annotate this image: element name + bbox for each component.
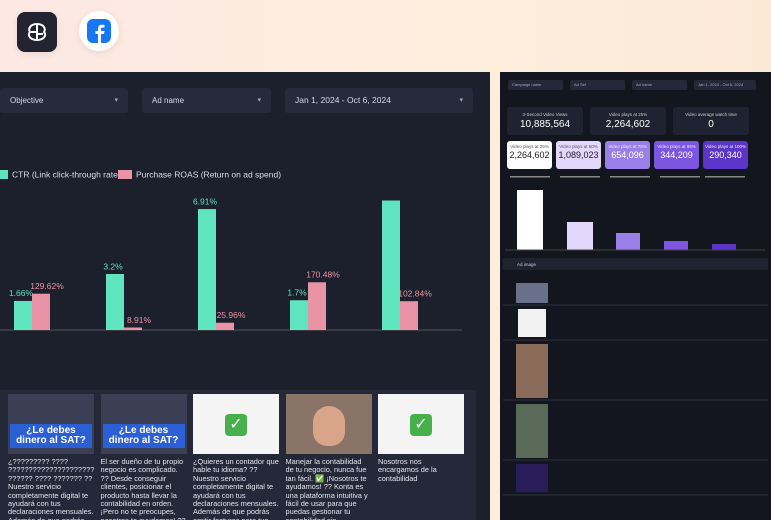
ad-card: ✓ ¿Quieres un contador que hable tu idiom… xyxy=(193,394,279,520)
value-label: 6.91% xyxy=(193,196,218,206)
table-header: Ad image xyxy=(517,262,537,267)
value-label: 3.2% xyxy=(103,261,123,271)
kpi-label: Video plays at 25% xyxy=(608,112,648,117)
kpi-card: Video plays at 100% 290,340 xyxy=(703,141,748,169)
kpi-card: 3-Second Video Views 10,885,564 xyxy=(507,107,583,135)
bar xyxy=(290,300,308,330)
kpi-value: 0 xyxy=(708,119,714,130)
kpi-label: Video plays at 95% xyxy=(657,144,696,149)
ad-card: ¿Le debes dinero al SAT? El ser dueño de … xyxy=(100,394,187,520)
bar xyxy=(124,327,142,330)
table xyxy=(503,258,768,496)
kpi-card: Video plays at 25% 2,264,602 xyxy=(507,141,552,169)
kpi-value: 290,340 xyxy=(709,150,742,160)
kpi-value: 2,264,602 xyxy=(605,119,651,130)
kpi-value: 344,209 xyxy=(660,150,693,160)
kpi-label: 3-Second Video Views xyxy=(522,112,568,117)
bar xyxy=(400,301,418,330)
right-details: Ad image xyxy=(503,176,768,496)
mini-bars xyxy=(505,190,765,251)
thumbnail-text: ¿Le debes dinero al SAT? xyxy=(10,424,92,448)
value-label: 1.7% xyxy=(287,288,307,298)
kpi-label: Video average watch time xyxy=(685,112,737,117)
kpi-value: 2,264,602 xyxy=(509,150,550,160)
kpi-value: 1,089,023 xyxy=(558,150,599,160)
kpi-card: Video plays at 95% 344,209 xyxy=(654,141,699,169)
bar-chart: CTR (Link click-through rate) 1.66% 3.2% 6.… xyxy=(0,169,462,331)
filter[interactable]: Jan 1, 2024 - Oct 6, 2024 xyxy=(694,80,756,90)
legend-label: Purchase ROAS (Return on ad spend) xyxy=(136,169,281,179)
kpi-card: Video plays at 50% 1,089,023 xyxy=(556,141,601,169)
bar xyxy=(198,209,216,330)
filter[interactable]: Jan 1, 2024 - Oct 6, 2024 xyxy=(285,88,473,113)
filter[interactable]: Campaign name xyxy=(508,80,563,90)
value-label: 1.66% xyxy=(9,288,34,298)
thumbnail-text: ¿Le debes dinero al SAT? xyxy=(102,424,185,448)
kpi-label: Video plays at 50% xyxy=(559,144,598,149)
ad-text: Nosotros nos encargamos de la contabilid… xyxy=(378,458,437,483)
value-label: 25.96% xyxy=(217,310,246,320)
kpi-value: 10,885,564 xyxy=(519,119,571,130)
bar xyxy=(308,282,326,330)
ad-text: ¿Quieres un contador que hable tu idioma… xyxy=(193,458,279,520)
value-label: 170.48% xyxy=(306,270,340,280)
filter[interactable]: Ad name xyxy=(142,88,271,113)
brain-icon[interactable] xyxy=(17,12,57,52)
bar xyxy=(216,322,234,330)
value-label: 129.62% xyxy=(30,281,64,291)
filter[interactable]: Objective xyxy=(0,88,128,113)
ad-thumbnail: ✓ xyxy=(193,394,279,454)
bar xyxy=(32,293,50,330)
face xyxy=(312,406,345,446)
filter[interactable]: Ad Set xyxy=(570,80,625,90)
ad-thumbnail: ✓ xyxy=(378,394,464,454)
ad-text: ¿????????? ???? ????????????????????? ??… xyxy=(8,458,94,520)
bar xyxy=(14,300,32,330)
bar xyxy=(382,200,400,330)
kpi-card: Video plays at 75% 654,096 xyxy=(605,141,650,169)
filter[interactable]: Ad name xyxy=(632,80,687,90)
legend-swatch xyxy=(118,170,132,179)
facebook-glyph xyxy=(87,19,111,43)
check-icon: ✓ xyxy=(225,414,247,436)
ad-thumbnail xyxy=(285,394,372,454)
kpi-card: Video plays at 25% 2,264,602 xyxy=(590,107,666,135)
kpi-card: Video average watch time 0 xyxy=(673,107,749,135)
ad-card: ¿Le debes dinero al SAT? ¿????????? ???? … xyxy=(8,394,94,520)
kpi-value: 654,096 xyxy=(611,150,644,160)
bar xyxy=(106,274,124,330)
legend-swatch xyxy=(0,170,8,179)
kpi-label: Video plays at 25% xyxy=(510,144,549,149)
brain-glyph xyxy=(27,22,47,42)
kpi-label: Video plays at 100% xyxy=(705,144,746,149)
ad-card: Manejar la contabilidad de tu negocio, n… xyxy=(285,394,372,520)
value-label: 8.91% xyxy=(127,315,152,325)
value-label: 102.84% xyxy=(398,288,432,298)
ad-thumbnail: ¿Le debes dinero al SAT? xyxy=(100,394,187,454)
ad-thumbnail: ¿Le debes dinero al SAT? xyxy=(8,394,94,454)
facebook-icon[interactable] xyxy=(79,11,119,51)
kpi-label: Video plays at 75% xyxy=(608,144,647,149)
mini-legend xyxy=(510,176,745,178)
ad-card: ✓ Nosotros nos encargamos de la contabili… xyxy=(378,394,464,520)
ad-text: Manejar la contabilidad de tu negocio, n… xyxy=(285,458,368,520)
ad-text: El ser dueño de tu propio negocio es com… xyxy=(100,458,186,520)
legend-label: CTR (Link click-through rate) xyxy=(12,169,121,179)
check-icon: ✓ xyxy=(410,414,432,436)
